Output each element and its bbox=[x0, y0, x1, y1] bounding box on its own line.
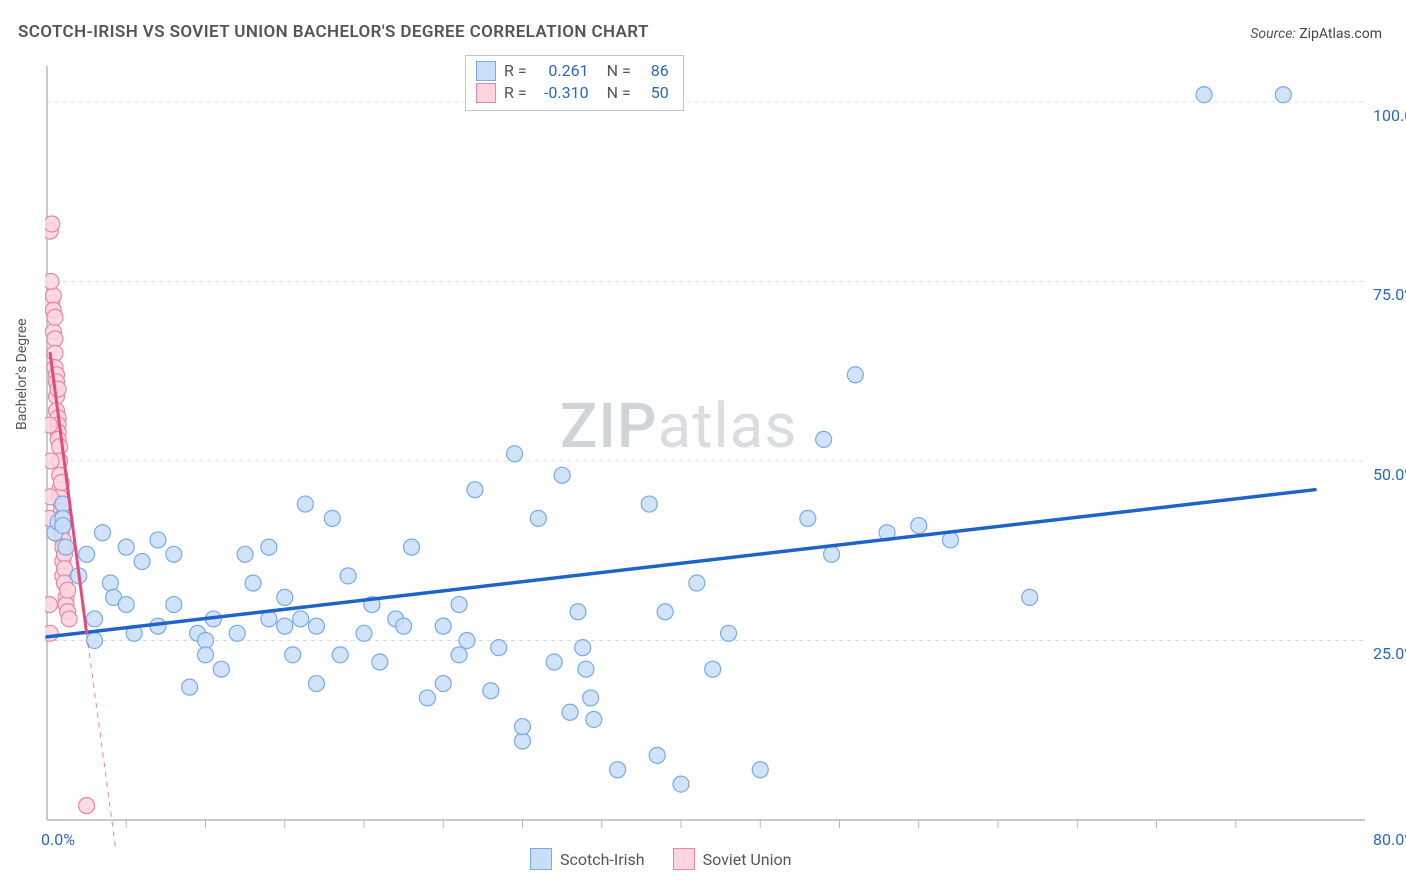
source-value: ZipAtlas.com bbox=[1299, 26, 1382, 42]
tick-label: 0.0% bbox=[41, 830, 75, 849]
chart-title: SCOTCH-IRISH VS SOVIET UNION BACHELOR'S … bbox=[18, 22, 649, 42]
legend-label: Scotch-Irish bbox=[560, 850, 645, 869]
stats-legend-box: R = 0.261 N = 86 R = -0.310 N = 50 bbox=[465, 55, 684, 111]
swatch-icon bbox=[673, 848, 695, 870]
y-axis-label: Bachelor's Degree bbox=[14, 318, 30, 430]
tick-label: 25.0% bbox=[1373, 644, 1406, 663]
stats-row: R = -0.310 N = 50 bbox=[476, 82, 669, 104]
swatch-icon bbox=[476, 83, 496, 103]
stat-N-label: N = bbox=[607, 82, 631, 104]
stat-R-value: -0.310 bbox=[535, 82, 589, 104]
series-legend: Scotch-Irish Soviet Union bbox=[530, 848, 791, 870]
chart-area bbox=[45, 60, 1385, 850]
stat-N-value: 86 bbox=[639, 60, 669, 82]
source-credit: Source: ZipAtlas.com bbox=[1250, 26, 1382, 42]
tick-label: 75.0% bbox=[1373, 285, 1406, 304]
tick-label: 80.0% bbox=[1373, 830, 1406, 849]
stats-row: R = 0.261 N = 86 bbox=[476, 60, 669, 82]
stat-N-value: 50 bbox=[639, 82, 669, 104]
stat-N-label: N = bbox=[607, 60, 631, 82]
tick-label: 100.0% bbox=[1373, 106, 1406, 125]
swatch-icon bbox=[476, 61, 496, 81]
scatter-plot-svg bbox=[45, 60, 1385, 850]
legend-item: Soviet Union bbox=[673, 848, 792, 870]
stat-R-label: R = bbox=[504, 82, 527, 104]
stat-R-label: R = bbox=[504, 60, 527, 82]
legend-item: Scotch-Irish bbox=[530, 848, 645, 870]
stat-R-value: 0.261 bbox=[535, 60, 589, 82]
tick-label: 50.0% bbox=[1373, 465, 1406, 484]
legend-label: Soviet Union bbox=[703, 850, 792, 869]
source-label: Source: bbox=[1250, 26, 1299, 42]
swatch-icon bbox=[530, 848, 552, 870]
